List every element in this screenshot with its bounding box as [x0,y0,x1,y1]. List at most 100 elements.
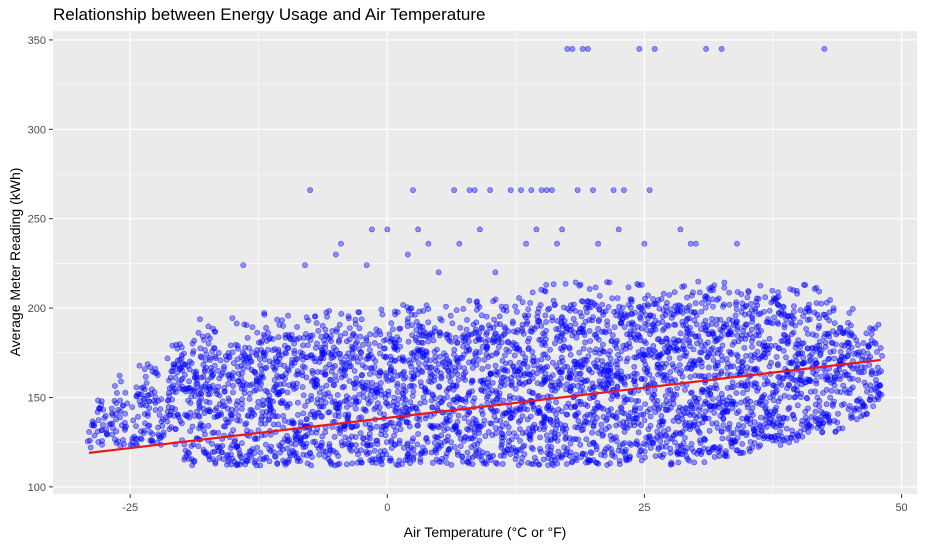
data-point [558,408,565,415]
data-point [847,386,854,393]
data-point [546,305,553,312]
data-point [294,324,300,330]
data-point [806,301,812,308]
data-point [691,412,698,419]
data-point [818,373,825,380]
data-point [515,418,522,425]
data-point [747,331,753,338]
data-point [165,377,172,384]
data-point [516,295,522,301]
data-point [302,402,308,409]
data-point [519,325,525,332]
data-point [284,389,291,396]
data-point [479,457,485,464]
data-point [786,394,793,401]
data-point [320,448,327,455]
data-point [373,423,380,430]
data-point [309,332,316,339]
data-point [448,461,455,468]
data-point [240,262,247,269]
data-point [186,358,193,365]
data-point [507,187,514,193]
data-point [586,327,593,334]
data-point [452,334,459,341]
data-point [667,449,674,456]
data-point [438,432,445,439]
data-point [533,425,540,431]
data-point [391,432,397,439]
data-point [270,347,276,354]
data-point [632,404,638,411]
data-point [109,431,116,438]
data-point [277,361,283,368]
data-point [588,450,595,456]
data-point [384,226,391,233]
data-point [348,441,355,448]
data-point [749,411,756,418]
data-point [233,320,240,327]
data-point [572,279,579,286]
data-point [519,455,525,461]
data-point [840,382,847,389]
data-point [254,435,261,442]
data-point [556,368,563,375]
data-point [585,456,591,463]
data-point [266,458,273,465]
data-point [638,281,645,288]
data-point [831,398,837,405]
data-point [236,417,243,424]
data-point [821,46,828,52]
data-point [417,450,424,457]
data-point [756,421,763,428]
data-point [518,187,524,193]
data-point [302,433,309,440]
data-point [431,348,438,355]
data-point [519,430,526,436]
data-point [855,377,862,383]
data-point [529,375,536,382]
data-point [136,391,143,398]
data-point [339,384,346,391]
data-point [402,387,409,394]
data-point [687,324,693,331]
data-point [473,447,480,454]
data-point [778,307,785,314]
data-point [790,411,796,418]
data-point [102,412,109,419]
data-point [552,340,558,347]
data-point [404,323,411,329]
data-point [650,296,656,302]
data-point [319,433,326,440]
data-point [261,311,268,318]
data-point [835,410,841,417]
data-point [673,414,680,421]
data-point [733,390,740,396]
data-point [660,451,667,458]
data-point [348,447,355,454]
data-point [604,279,610,285]
data-point [136,362,143,369]
data-point [667,386,674,393]
data-point [545,354,551,361]
data-point [569,46,576,52]
data-point [438,373,445,380]
data-point [464,426,470,432]
data-point [705,372,712,379]
data-point [548,405,554,412]
data-point [692,300,699,307]
data-point [507,359,514,366]
data-point [494,407,500,414]
data-point [623,313,629,320]
data-point [790,287,797,293]
data-point [391,339,398,346]
data-point [427,357,433,364]
data-point [388,457,395,464]
data-point [713,316,720,323]
data-point [414,422,421,429]
data-point [470,398,476,405]
data-point [563,461,570,467]
data-point [283,370,289,377]
data-point [314,377,320,384]
data-point [133,423,139,429]
data-point [195,443,202,449]
